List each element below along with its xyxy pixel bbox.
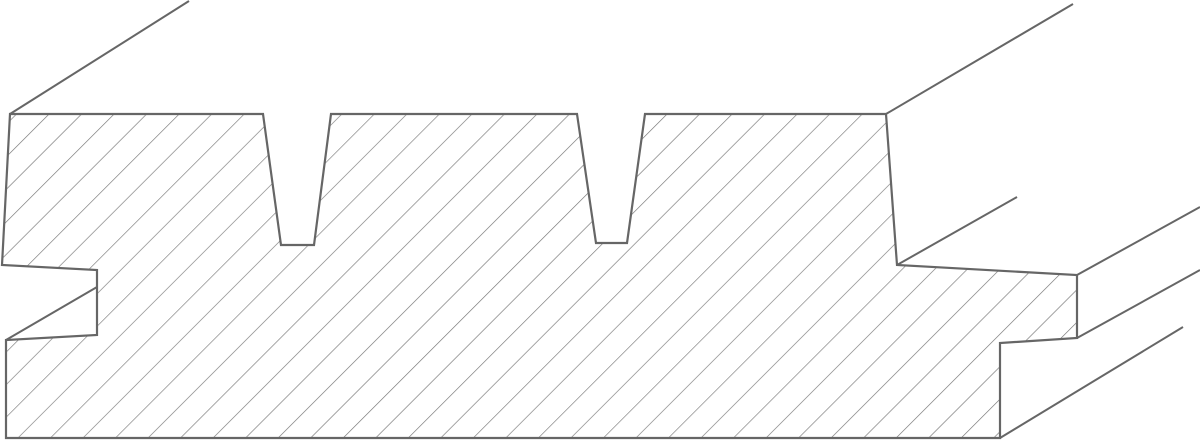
edge [999,326,1184,439]
edge [885,3,1074,115]
edge [1076,206,1200,276]
edge [5,286,98,341]
perspective-edges [5,0,1200,439]
edge [896,196,1018,266]
edge [9,0,190,115]
edge [1076,269,1200,339]
